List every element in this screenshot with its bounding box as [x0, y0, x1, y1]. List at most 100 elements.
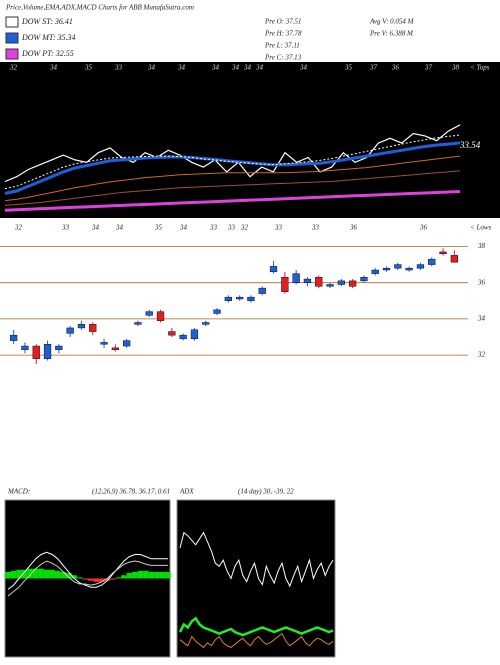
candle-body	[66, 327, 74, 334]
top-label: 34	[243, 64, 252, 72]
candle-body	[123, 340, 131, 347]
histogram-bar	[71, 575, 77, 579]
low-label: 33	[274, 224, 283, 232]
histogram-bar	[143, 570, 149, 579]
top-label: 36	[391, 64, 400, 72]
top-label: 37	[424, 64, 433, 72]
lows-label: < Lows	[470, 224, 492, 232]
candle-body	[100, 342, 108, 345]
histogram-bar	[137, 570, 144, 579]
histogram-bar	[110, 578, 116, 580]
low-label: 35	[154, 224, 163, 232]
series-line	[179, 632, 334, 649]
candle-body	[224, 296, 232, 302]
histogram-bar	[10, 570, 17, 579]
candle-body	[405, 267, 413, 271]
y-tick-label: 36	[477, 278, 486, 286]
candle-body	[55, 345, 63, 350]
histogram-bar	[104, 578, 111, 581]
candle-body	[382, 267, 391, 271]
page-title: Price,Volume,EMA,ADX,MACD Charts for ABB…	[5, 4, 194, 12]
candle-body	[156, 311, 165, 321]
stat-label: Pre C: 37.13	[264, 54, 302, 62]
low-label: 33	[227, 224, 236, 232]
top-label: 34	[49, 64, 58, 72]
top-label: 34	[255, 64, 264, 72]
stat-label: Avg V: 0.054 M	[369, 18, 415, 26]
top-label: 34	[299, 64, 308, 72]
top-label: 34	[211, 64, 220, 72]
candle-body	[247, 296, 255, 302]
top-label: 34	[231, 64, 240, 72]
histogram-bar	[76, 577, 83, 579]
series-line	[7, 560, 168, 597]
histogram-bar	[115, 577, 122, 579]
series-line	[179, 531, 334, 588]
histogram-bar	[27, 568, 33, 579]
legend-label: DOW ST: 36.41	[21, 17, 73, 26]
top-label: 38	[451, 64, 460, 72]
top-label: 35	[344, 64, 353, 72]
candle-body	[21, 345, 29, 350]
candle-body	[439, 251, 447, 254]
candle-body	[371, 269, 379, 274]
stat-label: Pre V: 6.388 M	[369, 30, 414, 38]
histogram-bar	[159, 571, 166, 579]
low-label: 34	[179, 224, 188, 232]
end-value-label: 33.54	[459, 140, 481, 150]
histogram-bar	[93, 578, 100, 582]
histogram-bar	[82, 578, 88, 580]
histogram-bar	[165, 571, 171, 579]
candle-body	[168, 331, 176, 336]
candle-body	[292, 273, 300, 283]
histogram-bar	[32, 568, 39, 579]
low-label: 33	[209, 224, 218, 232]
histogram-bar	[126, 573, 133, 579]
y-tick-label: 32	[477, 351, 486, 359]
histogram-bar	[88, 578, 94, 581]
series-line	[4, 134, 461, 190]
low-label: 32	[14, 224, 23, 232]
candle-body	[360, 277, 368, 282]
histogram-bar	[54, 570, 61, 579]
candle-body	[190, 329, 199, 340]
adx-params: (14 day) 30, -39, 22	[238, 488, 294, 496]
legend-label: DOW MT: 35.34	[21, 33, 76, 42]
stat-label: Pre L: 37.11	[264, 42, 300, 50]
candle-body	[416, 264, 425, 269]
stat-label: Pre H: 37.78	[264, 30, 302, 38]
series-line	[178, 616, 334, 637]
low-label: 34	[91, 224, 100, 232]
candle-body	[202, 322, 210, 325]
y-tick-label: 38	[477, 242, 486, 250]
histogram-bar	[148, 571, 155, 579]
legend-label: DOW PT: 32.55	[21, 49, 74, 58]
series-line	[4, 190, 461, 212]
candle-body	[213, 309, 221, 314]
candle-body	[349, 280, 357, 287]
candle-body	[326, 284, 334, 287]
top-label: 37	[369, 64, 378, 72]
candle-body	[315, 277, 323, 287]
histogram-bar	[132, 571, 138, 579]
macd-params: (12,26,9) 36.78, 36.17, 0.61	[92, 488, 170, 496]
candle-body	[10, 334, 18, 341]
low-label: 33	[311, 224, 320, 232]
histogram-bar	[99, 578, 105, 582]
low-label: 36	[419, 224, 428, 232]
candle-body	[111, 347, 119, 350]
series-line	[7, 551, 168, 590]
candle-body	[89, 324, 97, 332]
candle-body	[179, 334, 187, 340]
macd-label: MACD:	[7, 488, 30, 496]
series-line	[4, 155, 461, 202]
tops-label: < Tops	[470, 64, 490, 72]
low-label: 36	[349, 224, 358, 232]
legend-swatch	[5, 16, 19, 28]
top-label: 35	[84, 64, 93, 72]
top-label: 34	[147, 64, 156, 72]
histogram-bar	[154, 571, 160, 579]
candle-body	[303, 278, 312, 283]
candle-body	[258, 287, 266, 294]
